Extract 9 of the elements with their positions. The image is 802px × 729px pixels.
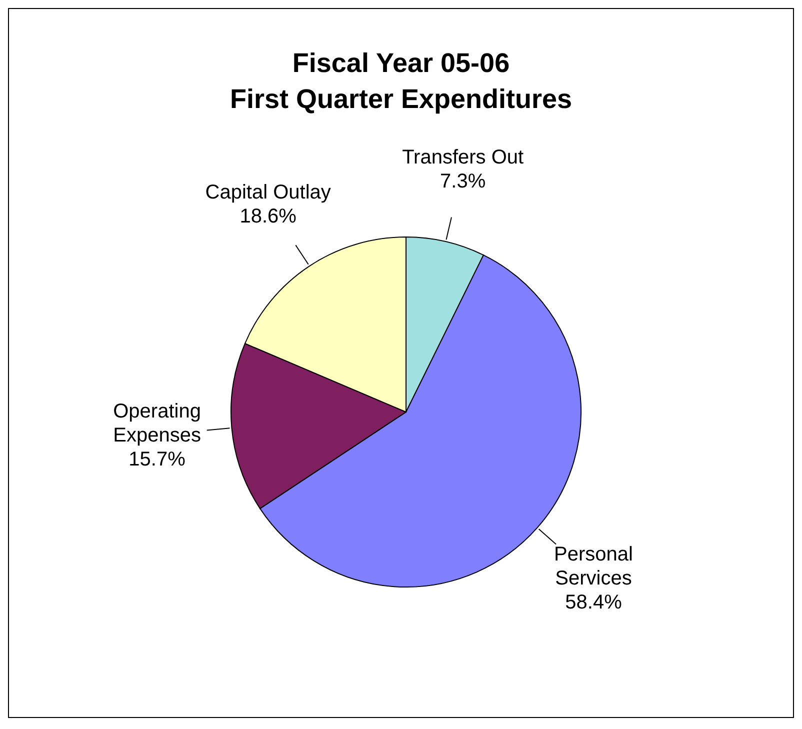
data-label: 7.3% <box>440 170 486 193</box>
data-label: 15.7% <box>128 448 186 471</box>
slice-label: Operating Expenses <box>113 400 201 447</box>
data-label: 58.4% <box>565 591 622 614</box>
chart-title: Fiscal Year 05-06 First Quarter Expenditures <box>228 47 574 116</box>
slice-label: Transfers Out <box>402 146 524 169</box>
slice-label: Personal Services <box>554 543 633 590</box>
data-label: 18.6% <box>240 205 297 228</box>
slice-label: Capital Outlay <box>205 181 331 204</box>
